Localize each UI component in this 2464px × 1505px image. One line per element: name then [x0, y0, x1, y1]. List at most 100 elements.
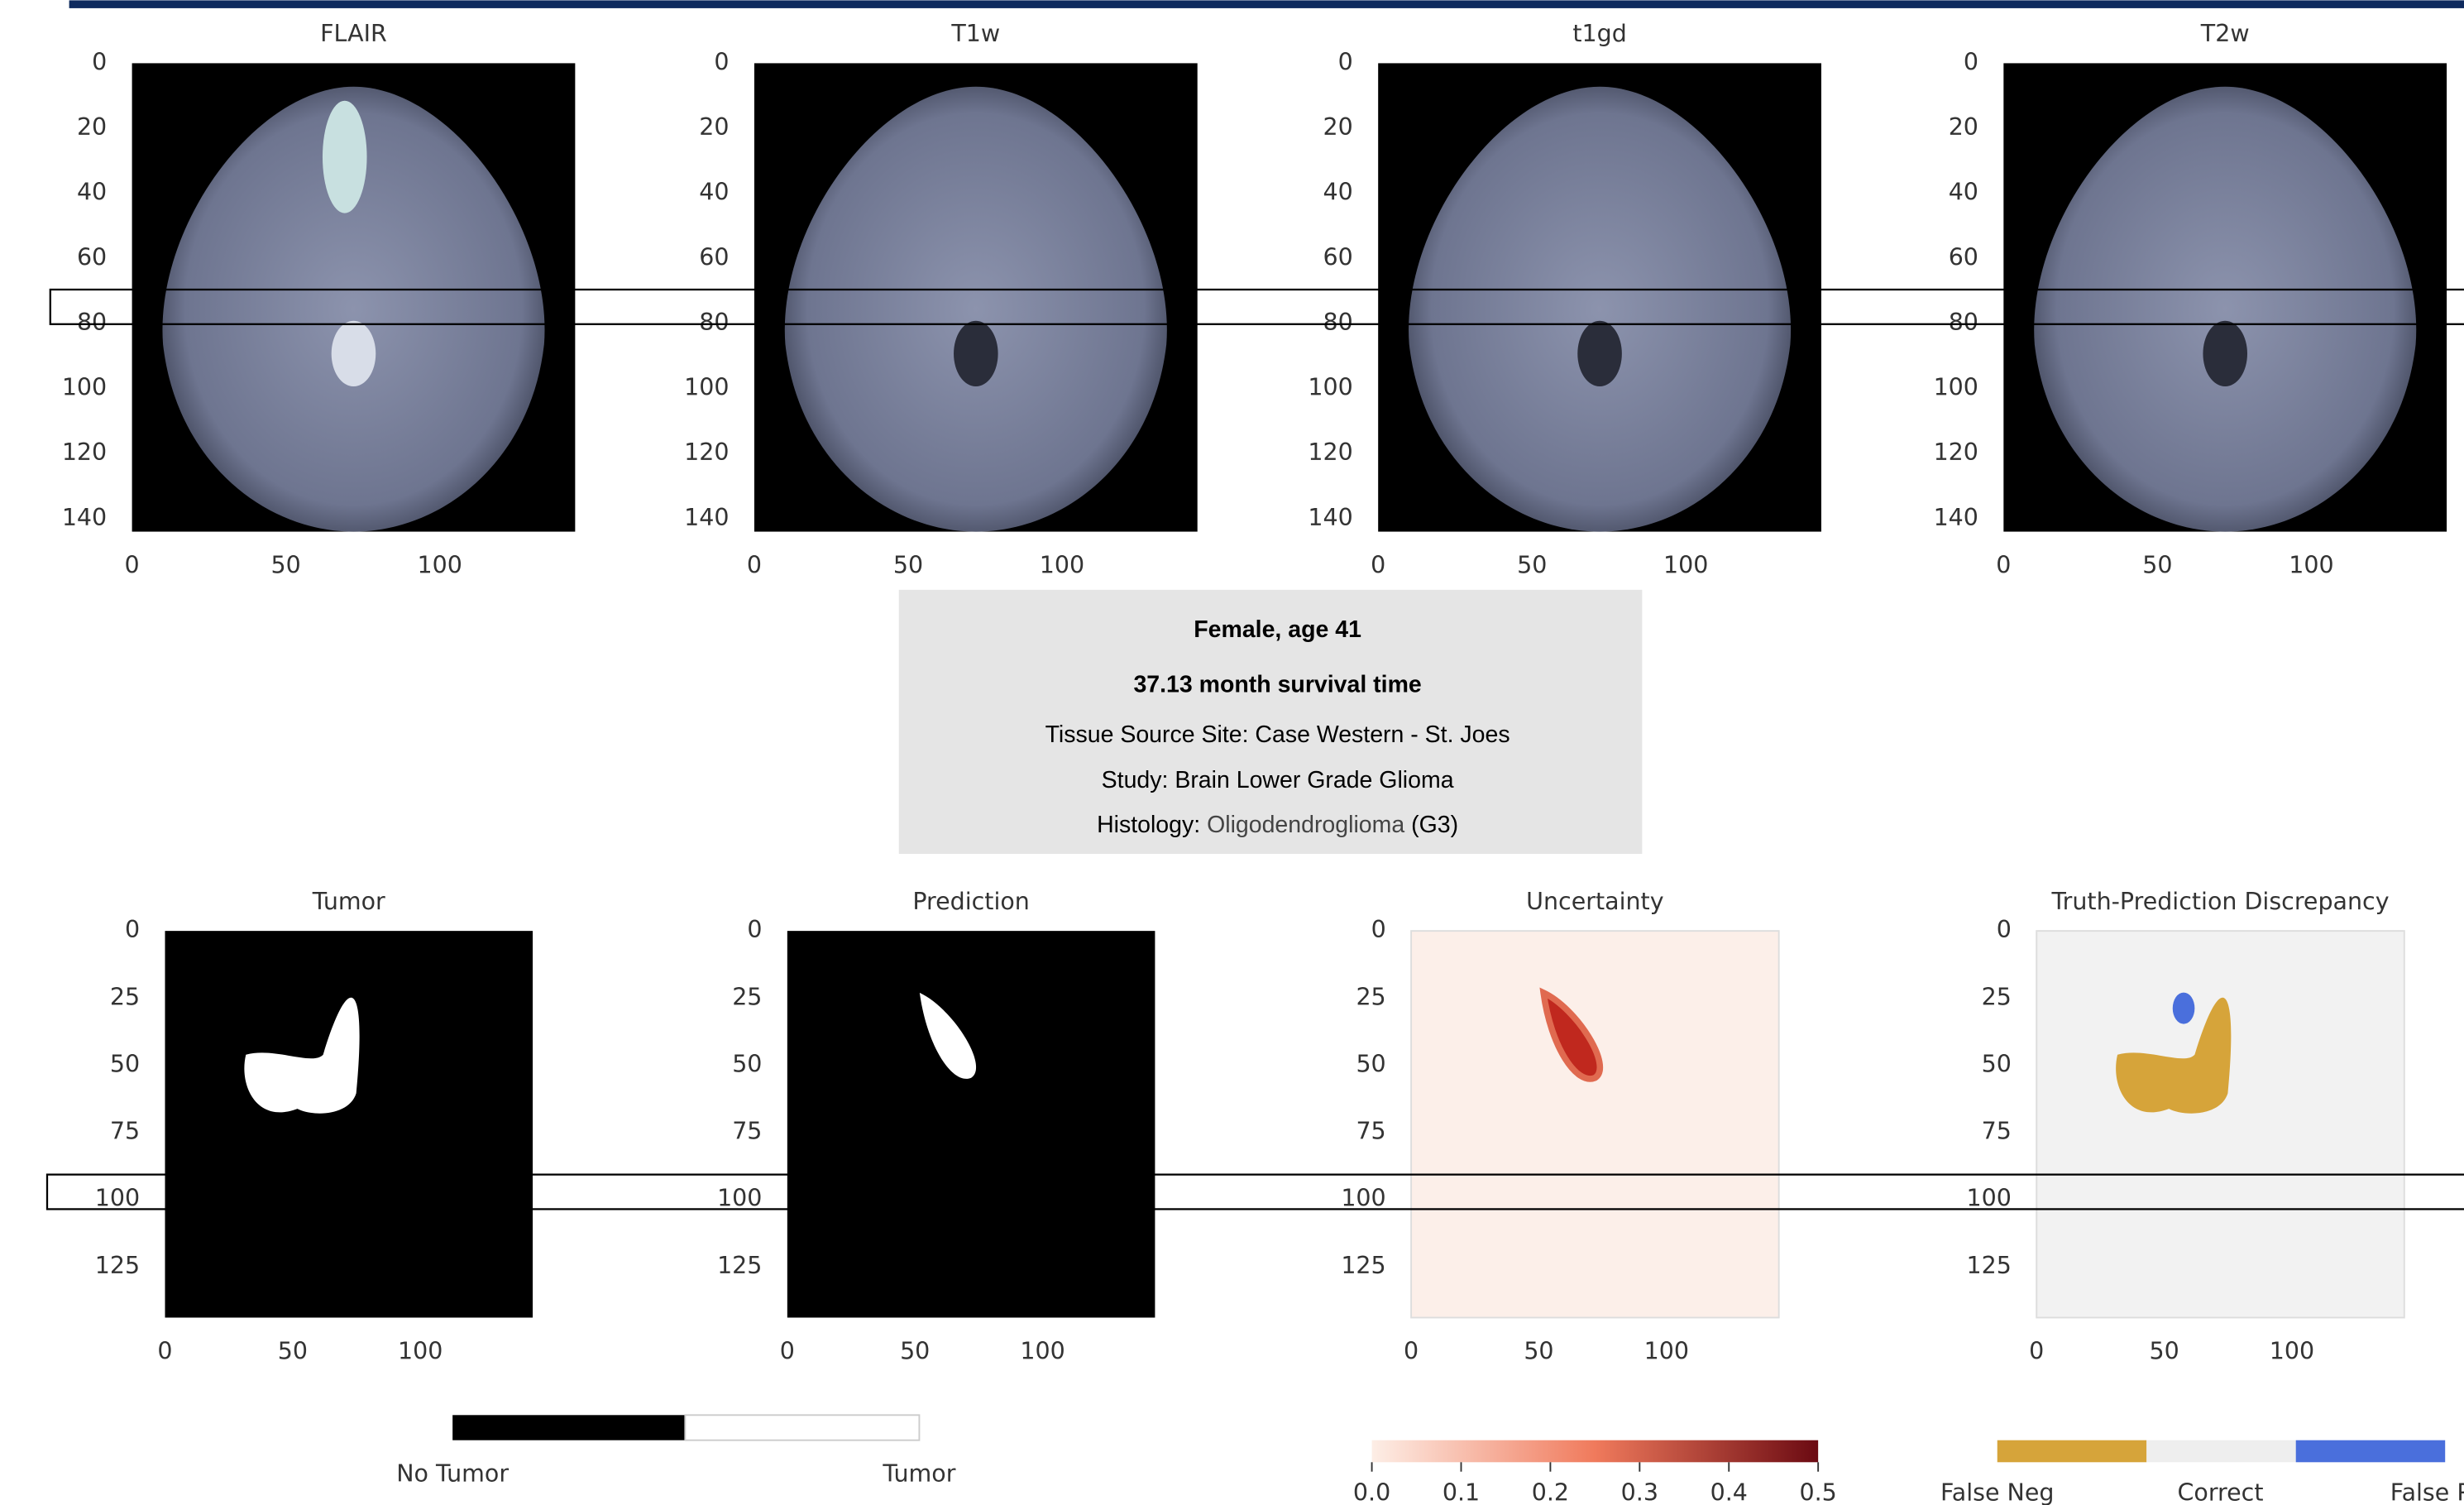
histology-value: Oligodendroglioma	[1207, 811, 1404, 837]
y-tick-label: 25	[732, 983, 762, 1010]
header-band	[69, 0, 2464, 7]
mask-image	[787, 931, 1155, 1317]
x-tick-label: 50	[893, 551, 923, 578]
ventricle	[954, 321, 998, 386]
y-tick-label: 40	[77, 179, 107, 206]
y-tick-label: 75	[1982, 1118, 2012, 1145]
y-tick-label: 140	[62, 504, 107, 531]
x-tick-label: 100	[398, 1337, 443, 1364]
panel-title: Prediction	[912, 888, 1030, 915]
y-tick-label: 20	[699, 113, 729, 141]
y-tick-label: 60	[699, 243, 729, 271]
x-tick-label: 0	[1371, 551, 1385, 578]
x-tick-label: 100	[1040, 551, 1084, 578]
y-tick-label: 0	[92, 48, 107, 75]
y-tick-label: 40	[699, 179, 729, 206]
y-tick-label: 100	[62, 374, 107, 401]
info-sex-age: Female, age 41	[1194, 616, 1361, 643]
y-tick-label: 100	[1341, 1185, 1385, 1212]
discrepancy-image	[2036, 931, 2404, 1317]
y-tick-label: 60	[1323, 243, 1353, 271]
lesion	[323, 101, 367, 213]
colorbar-tick-label: 0.5	[1799, 1479, 1836, 1505]
x-tick-label: 0	[1996, 551, 2011, 578]
info-histology: Histology: Oligodendroglioma (G3)	[1097, 811, 1458, 837]
y-tick-label: 50	[1356, 1050, 1385, 1077]
y-tick-label: 0	[125, 916, 140, 943]
histology-label: Histology:	[1097, 811, 1200, 837]
panel-title: Truth-Prediction Discrepancy	[2050, 888, 2389, 915]
x-tick-label: 100	[1020, 1337, 1065, 1364]
x-tick-label: 50	[2142, 551, 2172, 578]
colorbar-segment	[2146, 1440, 2295, 1463]
y-tick-label: 125	[95, 1252, 140, 1279]
x-tick-label: 0	[1404, 1337, 1419, 1364]
y-tick-label: 75	[1356, 1118, 1385, 1145]
y-tick-label: 80	[1949, 309, 1978, 336]
y-tick-label: 20	[1949, 113, 1978, 141]
y-tick-label: 125	[1341, 1252, 1385, 1279]
y-tick-label: 75	[732, 1118, 762, 1145]
panel-title: T1w	[950, 20, 1000, 47]
info-site: Tissue Source Site: Case Western - St. J…	[1045, 721, 1510, 748]
y-tick-label: 0	[1964, 48, 1978, 75]
y-tick-label: 80	[1323, 309, 1353, 336]
colorbar-tick-label: 0.2	[1532, 1479, 1569, 1505]
ventricle	[332, 321, 376, 386]
y-tick-label: 0	[1997, 916, 2012, 943]
panel-title: FLAIR	[320, 20, 387, 47]
y-tick-label: 100	[1308, 374, 1352, 401]
colorbar-segment	[685, 1415, 919, 1440]
x-tick-label: 50	[270, 551, 300, 578]
colorbar-tick-label: 0.3	[1621, 1479, 1658, 1505]
colorbar-segment	[2296, 1440, 2445, 1463]
y-tick-label: 125	[717, 1252, 762, 1279]
y-tick-label: 100	[1966, 1185, 2011, 1212]
y-tick-label: 100	[717, 1185, 762, 1212]
y-tick-label: 0	[1371, 916, 1386, 943]
x-tick-label: 100	[2270, 1337, 2314, 1364]
colorbar-label: No Tumor	[396, 1459, 509, 1487]
x-tick-label: 50	[2149, 1337, 2179, 1364]
info-survival: 37.13 month survival time	[1133, 671, 1421, 697]
false-pos-region	[2173, 993, 2195, 1024]
y-tick-label: 80	[699, 309, 729, 336]
colorbar-label: Tumor	[882, 1459, 955, 1487]
y-tick-label: 140	[1934, 504, 1978, 531]
colorbar	[1372, 1440, 1819, 1463]
x-tick-label: 100	[1663, 551, 1708, 578]
y-tick-label: 0	[747, 916, 762, 943]
y-tick-label: 0	[1338, 48, 1353, 75]
colorbar-segment	[452, 1415, 685, 1440]
y-tick-label: 75	[110, 1118, 140, 1145]
x-tick-label: 100	[417, 551, 462, 578]
panel-title: T2w	[2200, 20, 2250, 47]
x-tick-label: 50	[278, 1337, 308, 1364]
x-tick-label: 50	[900, 1337, 930, 1364]
y-tick-label: 20	[77, 113, 107, 141]
y-tick-label: 50	[110, 1050, 140, 1077]
y-tick-label: 140	[684, 504, 729, 531]
ventricle	[1577, 321, 1622, 386]
x-tick-label: 50	[1524, 1337, 1553, 1364]
y-tick-label: 80	[77, 309, 107, 336]
x-tick-label: 0	[157, 1337, 172, 1364]
panel-title: Tumor	[312, 888, 385, 915]
panel-title: t1gd	[1572, 20, 1626, 47]
mask-image	[165, 931, 533, 1317]
y-tick-label: 25	[110, 983, 140, 1010]
ventricle	[2203, 321, 2247, 386]
x-tick-label: 100	[2289, 551, 2333, 578]
colorbar-label: False Pos	[2390, 1479, 2464, 1505]
info-study: Study: Brain Lower Grade Glioma	[1102, 767, 1454, 793]
y-tick-label: 120	[684, 439, 729, 466]
colorbar-tick-label: 0.1	[1443, 1479, 1480, 1505]
y-tick-label: 25	[1356, 983, 1385, 1010]
colorbar-tick-label: 0.4	[1710, 1479, 1748, 1505]
y-tick-label: 60	[77, 243, 107, 271]
y-tick-label: 40	[1323, 179, 1353, 206]
y-tick-label: 120	[1934, 439, 1978, 466]
y-tick-label: 60	[1949, 243, 1978, 271]
y-tick-label: 100	[1934, 374, 1978, 401]
colorbar-label: Correct	[2178, 1479, 2264, 1505]
